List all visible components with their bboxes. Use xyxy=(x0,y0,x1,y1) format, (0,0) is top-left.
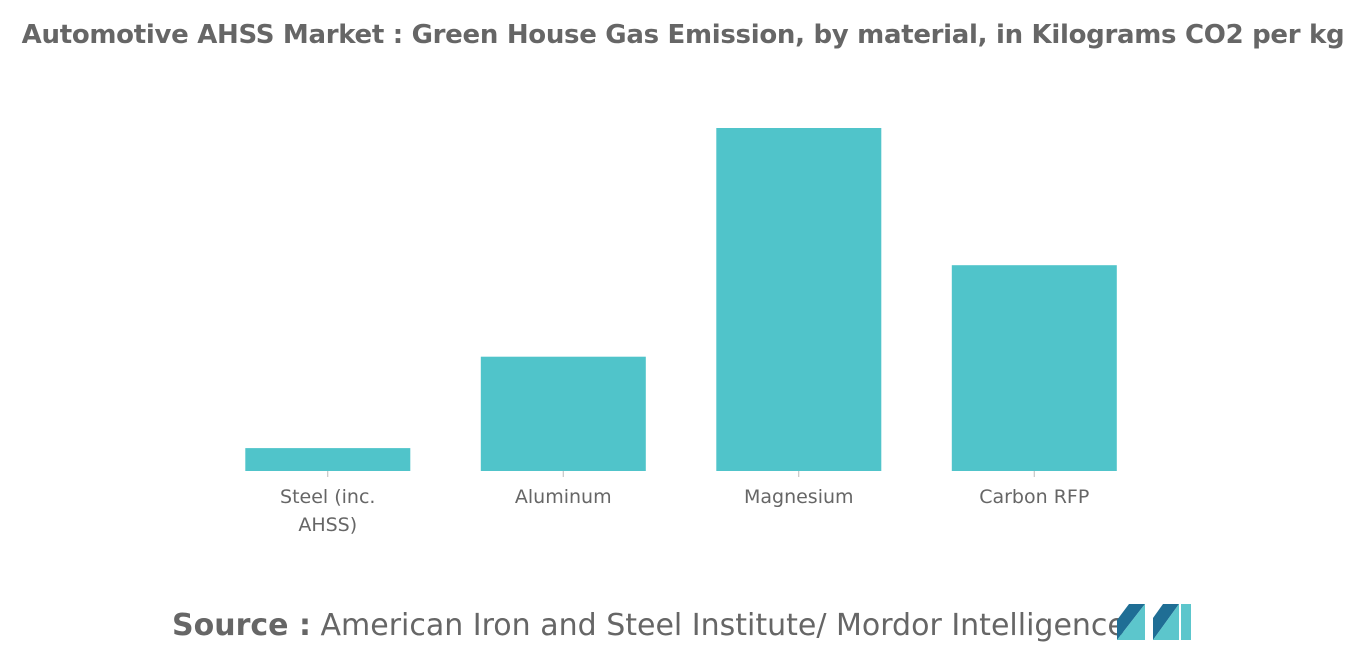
bar-3 xyxy=(716,128,882,471)
bar-chart: Steel (inc. AHSS) Aluminum Magnesium Carbon … xyxy=(245,128,1117,536)
x-tick-label-4: Carbon RFP xyxy=(979,486,1089,508)
x-tick-label-1: Steel (inc. AHSS) xyxy=(280,486,375,536)
source-label: Source : xyxy=(172,608,311,643)
bars-layer xyxy=(245,128,1117,477)
x-tick-label-2: Aluminum xyxy=(515,486,612,508)
bar-2 xyxy=(480,356,646,471)
chart-title: Automotive AHSS Market : Green House Gas… xyxy=(21,20,1345,50)
bar-4 xyxy=(951,265,1117,471)
x-tick-labels: Steel (inc. AHSS) Aluminum Magnesium Carbon … xyxy=(280,486,1089,536)
source-note: Source : American Iron and Steel Institu… xyxy=(172,604,1126,648)
source-text: American Iron and Steel Institute/ Mordo… xyxy=(310,608,1126,643)
x-tick-label-3: Magnesium xyxy=(744,486,854,508)
bar-1 xyxy=(245,448,411,471)
mordor-logo-icon xyxy=(1117,604,1191,640)
